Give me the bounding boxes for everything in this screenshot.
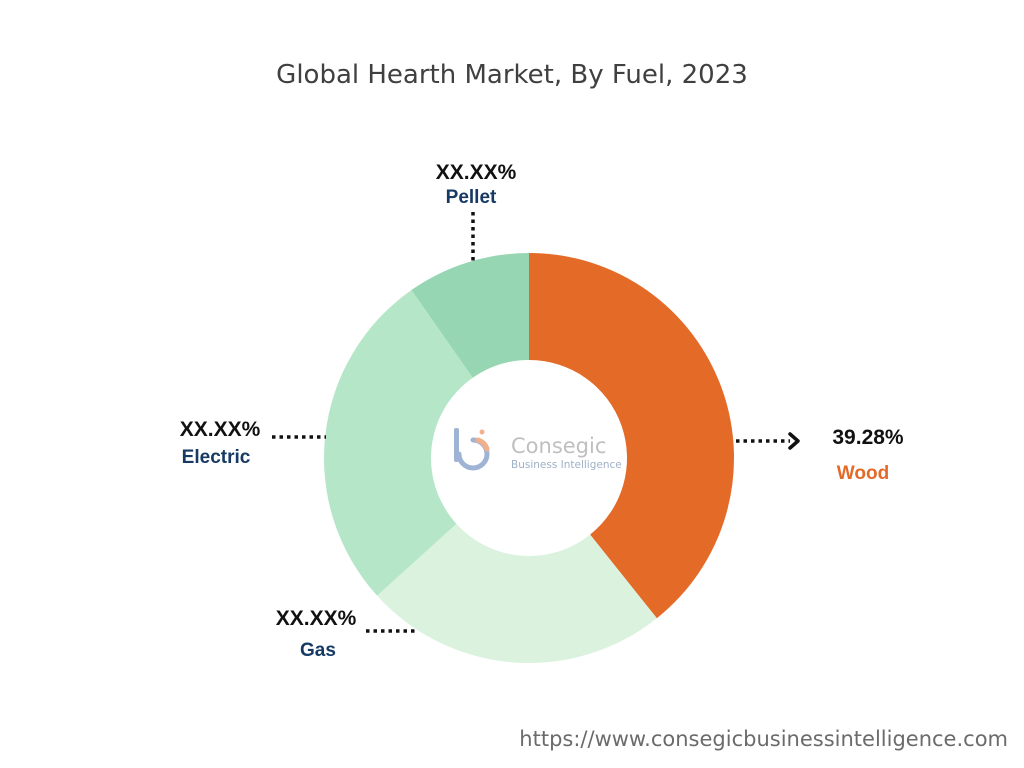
slice-wood bbox=[529, 253, 735, 619]
value-label-electric: XX.XX% bbox=[180, 418, 261, 441]
source-url[interactable]: https://www.consegicbusinessintelligence… bbox=[519, 727, 1008, 751]
slice-gas bbox=[377, 523, 657, 663]
chart-title: Global Hearth Market, By Fuel, 2023 bbox=[276, 60, 748, 90]
category-label-gas: Gas bbox=[300, 640, 336, 661]
value-label-pellet: XX.XX% bbox=[436, 161, 517, 184]
consegic-logo-icon bbox=[454, 428, 490, 471]
logo-subtitle: Business Intelligence bbox=[511, 459, 622, 471]
leader-lines bbox=[272, 212, 800, 633]
consegic-logo: Consegic Business Intelligence bbox=[448, 422, 622, 482]
category-label-pellet: Pellet bbox=[446, 187, 497, 208]
data-labels: 39.28% Wood XX.XX% Gas XX.XX% Electric XX.XX% P… bbox=[180, 161, 904, 661]
logo-name: Consegic bbox=[511, 434, 607, 458]
category-label-electric: Electric bbox=[182, 447, 251, 468]
category-label-wood: Wood bbox=[837, 463, 889, 484]
donut-slices bbox=[324, 253, 735, 663]
value-label-wood: 39.28% bbox=[832, 426, 904, 449]
value-label-gas: XX.XX% bbox=[276, 607, 357, 630]
slice-pellet bbox=[411, 253, 529, 378]
arrow-icon bbox=[788, 432, 800, 450]
slice-electric bbox=[324, 290, 473, 596]
